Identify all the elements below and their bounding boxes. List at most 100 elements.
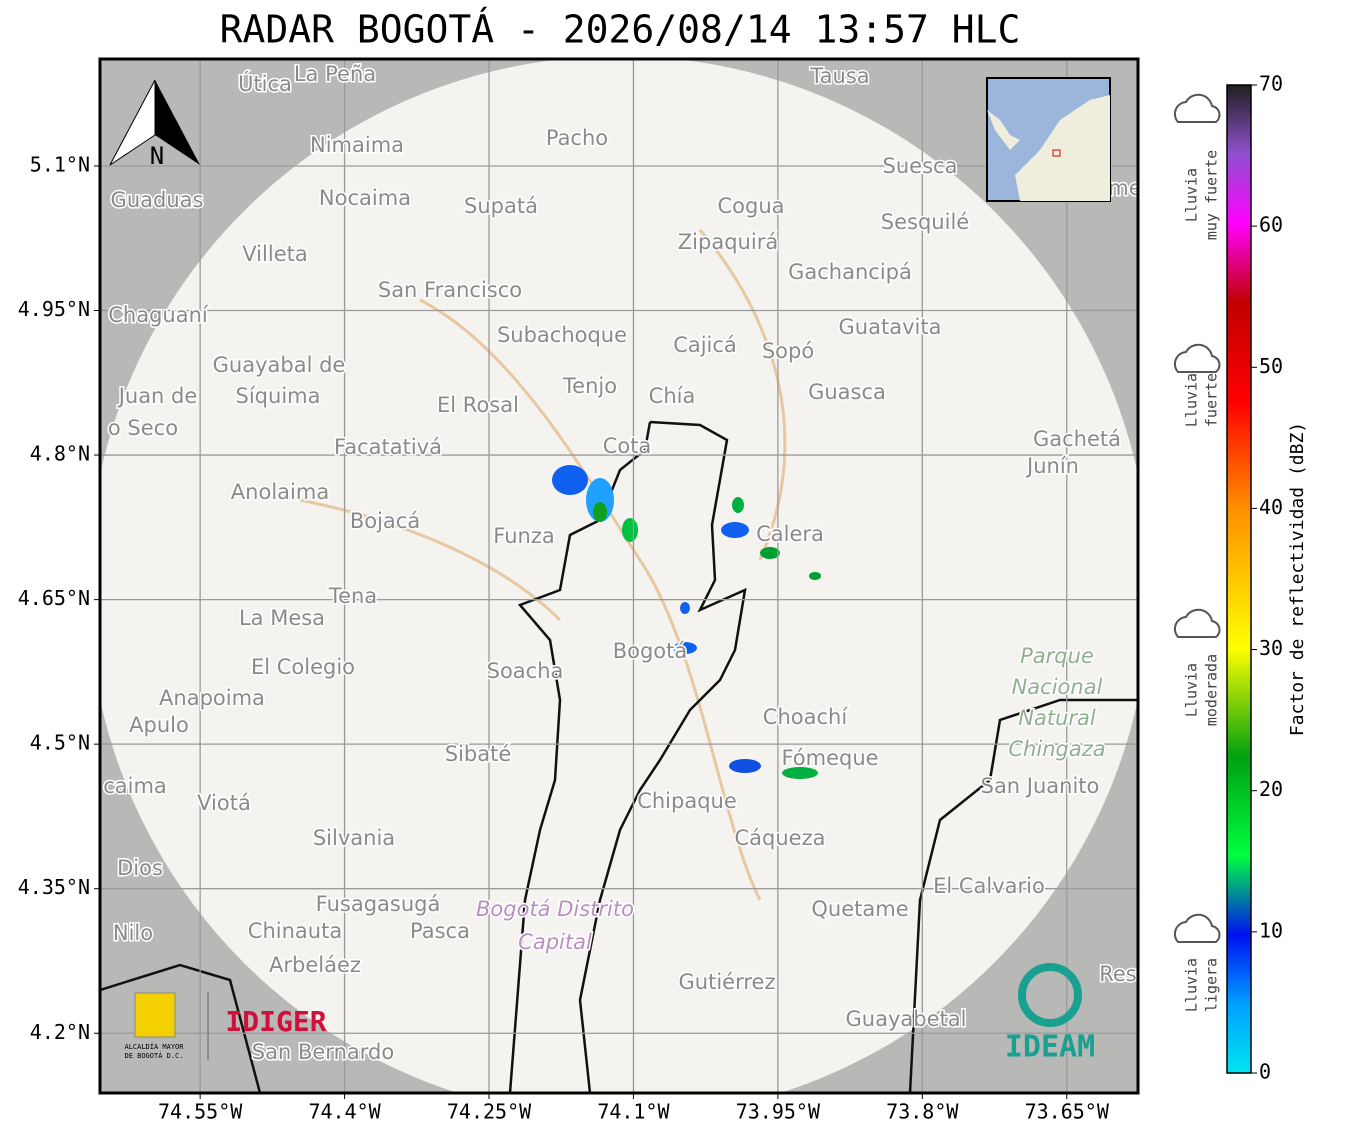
colorbar-tick-label: 70 [1259,72,1283,96]
place-label: San Bernardo [252,1040,394,1064]
colorbar-tick-label: 20 [1259,777,1283,801]
radar-echoes [552,465,821,779]
x-tick-label: 74.25°W [447,1100,532,1124]
rain-level-label: muy fuerte [1203,150,1221,240]
place-label: El Calvario [933,874,1045,898]
inset-map [986,77,1111,202]
place-label: Facatativá [334,435,442,459]
colorbar-tick-label: 40 [1259,495,1283,519]
title: RADAR BOGOTÁ - 2026/08/14 13:57 HLC [220,8,1021,52]
x-tick-label: 74.55°W [158,1100,243,1124]
radar-range [100,59,1138,1093]
place-label: Anapoima [159,686,265,710]
place-label: Choachí [763,705,849,729]
place-label: Tenjo [562,374,617,398]
district-label: Capital [518,930,592,954]
map-area: Útica La Peña Tausa Pacho Nimaima Guaduas Noca… [100,59,1141,1093]
place-label: Guayabal de [213,353,346,377]
weather-icon [1173,343,1221,373]
park-label: Chingaza [1008,737,1105,761]
y-tick-label: 4.95°N [18,297,90,321]
place-label: Guasca [808,380,886,404]
x-tick-label: 74.4°W [308,1100,381,1124]
place-label: Chía [649,384,696,408]
place-label: Supatá [464,194,538,218]
colorbar-tick-label: 50 [1259,354,1283,378]
y-tick-label: 4.2°N [30,1020,90,1044]
logos: ALCALDÍA MAYOR DE BOGOTÁ D.C. IDIGER IDE… [124,963,1095,1065]
place-label: La Peña [294,62,376,86]
place-label: Nocaima [319,186,411,210]
place-label: Sibaté [445,742,512,766]
place-label: Res [1099,962,1137,986]
x-tick-label: 73.65°W [1025,1100,1110,1124]
map-frame [98,57,1140,1095]
place-label: Síquima [236,384,321,408]
place-label: Bojacá [350,509,420,533]
place-label: Guayabetal [846,1007,967,1031]
place-label: Anolaima [231,480,329,504]
place-label: Sopó [762,339,814,363]
place-label: Funza [493,524,554,548]
place-label: San Juanito [981,774,1100,798]
place-label: San Francisco [378,278,522,302]
x-tick-label: 73.8°W [886,1100,959,1124]
place-label: El Colegio [251,655,355,679]
place-label: Guatavita [839,315,942,339]
place-label: Villeta [242,242,307,266]
place-label: Guaduas [111,188,204,212]
place-label: Gachetá [1033,427,1121,451]
place-label: Cota [603,434,652,458]
idiger-logo: IDIGER [225,1005,326,1038]
place-label: Chaguaní [108,303,209,327]
place-label: El Rosal [437,393,519,417]
park-label: Parque [1020,644,1094,668]
park-label: Natural [1018,706,1096,730]
y-tick-label: 4.65°N [18,586,90,610]
place-label: La Mesa [239,606,325,630]
place-label: Viotá [197,791,251,815]
x-tick-label: 73.95°W [736,1100,821,1124]
place-label: Gutiérrez [679,970,776,994]
weather-icon [1173,608,1221,638]
rain-level-label: Lluvia [1183,373,1201,427]
place-label: Zipaquirá [678,230,778,254]
ideam-logo: IDEAM [1005,1030,1095,1065]
place-label: Cáqueza [735,826,826,850]
weather-icon [1173,93,1221,123]
x-tick-label: 74.1°W [597,1100,670,1124]
place-label: Sesquilé [881,210,969,234]
colorbar-tick-label: 0 [1259,1060,1271,1084]
place-label: Fusagasugá [316,892,441,916]
alcaldia-text: DE BOGOTÁ D.C. [124,1051,183,1060]
colorbar [1226,84,1252,1074]
alcaldia-text: ALCALDÍA MAYOR [124,1042,184,1051]
rain-level-label: Lluvia [1183,663,1201,717]
place-label: Nimaima [310,133,404,157]
park-label: Nacional [1012,675,1103,699]
colorbar-tick-label: 30 [1259,636,1283,660]
north-arrow: N [109,79,200,170]
y-tick-label: 4.35°N [18,875,90,899]
weather-icon [1173,913,1221,943]
rain-level-label: Lluvia [1183,958,1201,1012]
place-label: o Seco [108,416,178,440]
place-label: Pacho [546,126,608,150]
colorbar-tick-label: 10 [1259,918,1283,942]
place-label: Subachoque [497,323,627,347]
place-label: Fómeque [781,746,878,770]
y-tick-label: 4.8°N [30,442,90,466]
place-label: Dios [117,856,163,880]
colorbar-label: Factor de reflectividad (dBZ) [1287,422,1308,736]
place-label: Bogotá [613,639,688,663]
place-label: Nilo [113,921,153,945]
place-label: Soacha [487,659,564,683]
north-label: N [150,142,164,170]
place-label: Arbeláez [269,953,361,977]
place-label: Chipaque [637,789,737,813]
place-label: Calera [756,522,824,546]
place-label: Pasca [410,919,470,943]
place-label: Cajicá [673,333,737,357]
place-label: me [1108,176,1141,200]
